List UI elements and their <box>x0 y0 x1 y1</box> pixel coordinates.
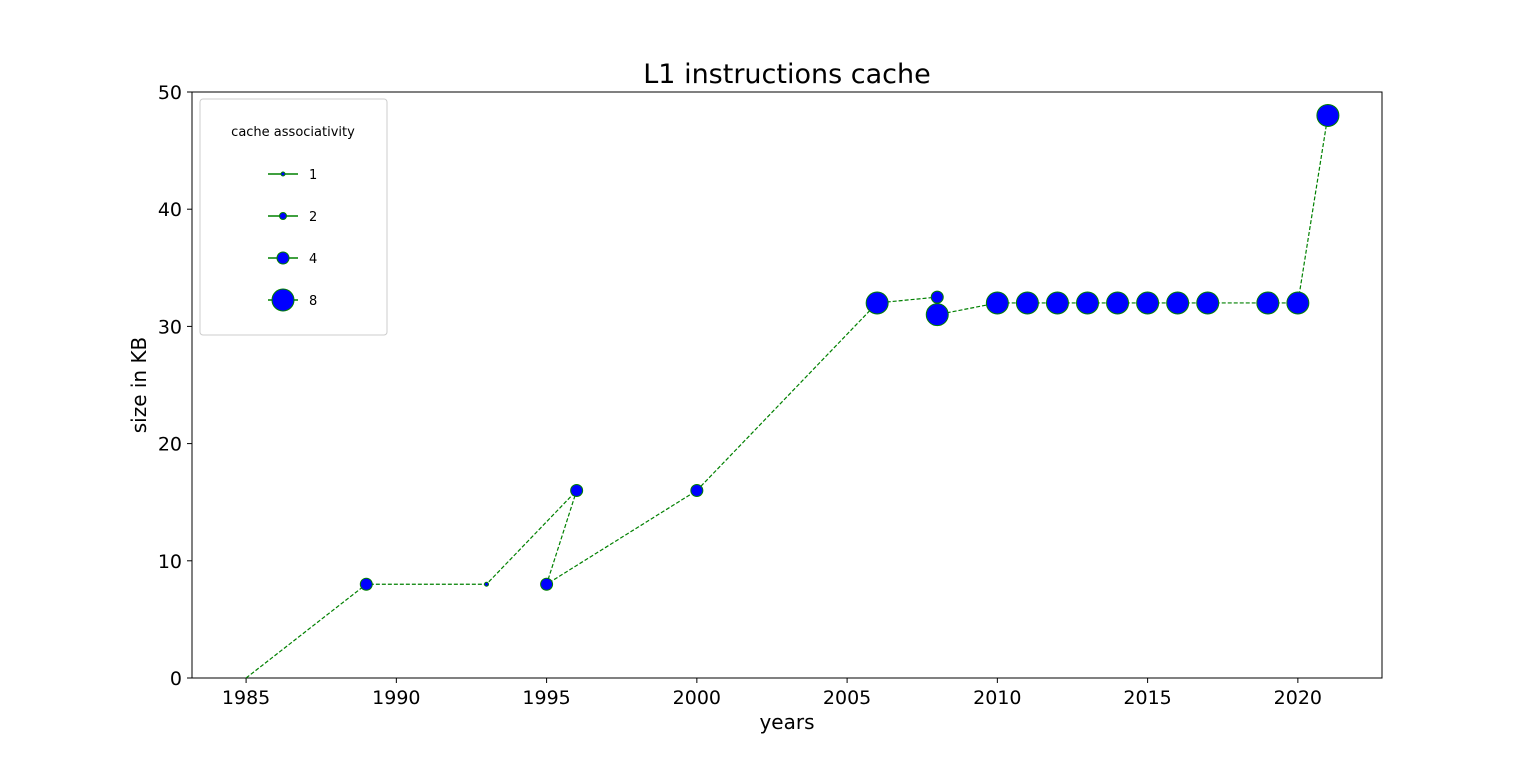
data-series <box>245 103 1340 679</box>
legend-label: 4 <box>309 252 317 267</box>
legend-marker <box>276 251 290 265</box>
data-point <box>1015 291 1039 315</box>
y-tick-label: 0 <box>170 668 182 690</box>
legend: cache associativity 1 2 4 8 <box>199 98 388 336</box>
data-point <box>483 581 489 587</box>
legend-label: 8 <box>309 294 317 309</box>
legend-marker <box>280 171 286 177</box>
data-point <box>925 303 949 327</box>
legend-entries: 1 2 4 8 <box>268 168 317 312</box>
y-tick-label: 50 <box>158 82 182 104</box>
plot-frame <box>191 91 1383 679</box>
series-line <box>245 115 1329 679</box>
legend-label: 2 <box>309 210 317 225</box>
legend-marker <box>271 288 295 312</box>
data-point <box>865 291 889 315</box>
data-point <box>359 577 373 591</box>
x-tick-label: 1990 <box>372 687 420 709</box>
data-point <box>930 290 944 304</box>
y-tick-label: 20 <box>158 434 182 456</box>
x-tick-label: 1985 <box>222 687 270 709</box>
x-tick-label: 2020 <box>1274 687 1322 709</box>
data-point <box>1316 103 1340 127</box>
legend-label: 1 <box>309 168 317 183</box>
data-point <box>1286 291 1310 315</box>
y-tick-label: 40 <box>158 199 182 221</box>
data-point <box>1045 291 1069 315</box>
legend-title: cache associativity <box>231 125 355 140</box>
data-point <box>1166 291 1190 315</box>
y-tick-label: 10 <box>158 551 182 573</box>
data-point <box>1196 291 1220 315</box>
x-tick-label: 1995 <box>522 687 570 709</box>
plot-area <box>191 91 1383 679</box>
y-axis-label: size in KB <box>127 337 151 434</box>
legend-box <box>199 98 388 336</box>
data-point <box>1076 291 1100 315</box>
data-point <box>985 291 1009 315</box>
data-point <box>1256 291 1280 315</box>
data-point <box>1106 291 1130 315</box>
x-axis-label: years <box>759 710 814 734</box>
legend-marker <box>279 212 287 220</box>
chart-title: L1 instructions cache <box>643 59 930 90</box>
x-tick-label: 2010 <box>973 687 1021 709</box>
y-tick-label: 30 <box>158 316 182 338</box>
y-axis: 0 10 20 30 40 50 <box>158 82 192 690</box>
x-tick-label: 2015 <box>1123 687 1171 709</box>
x-axis: 1985 1990 1995 2000 2005 2010 2015 2020 <box>222 678 1322 709</box>
data-point <box>540 577 554 591</box>
x-tick-label: 2000 <box>673 687 721 709</box>
data-point <box>690 483 704 497</box>
data-point <box>1136 291 1160 315</box>
data-point <box>570 483 584 497</box>
x-tick-label: 2005 <box>823 687 871 709</box>
